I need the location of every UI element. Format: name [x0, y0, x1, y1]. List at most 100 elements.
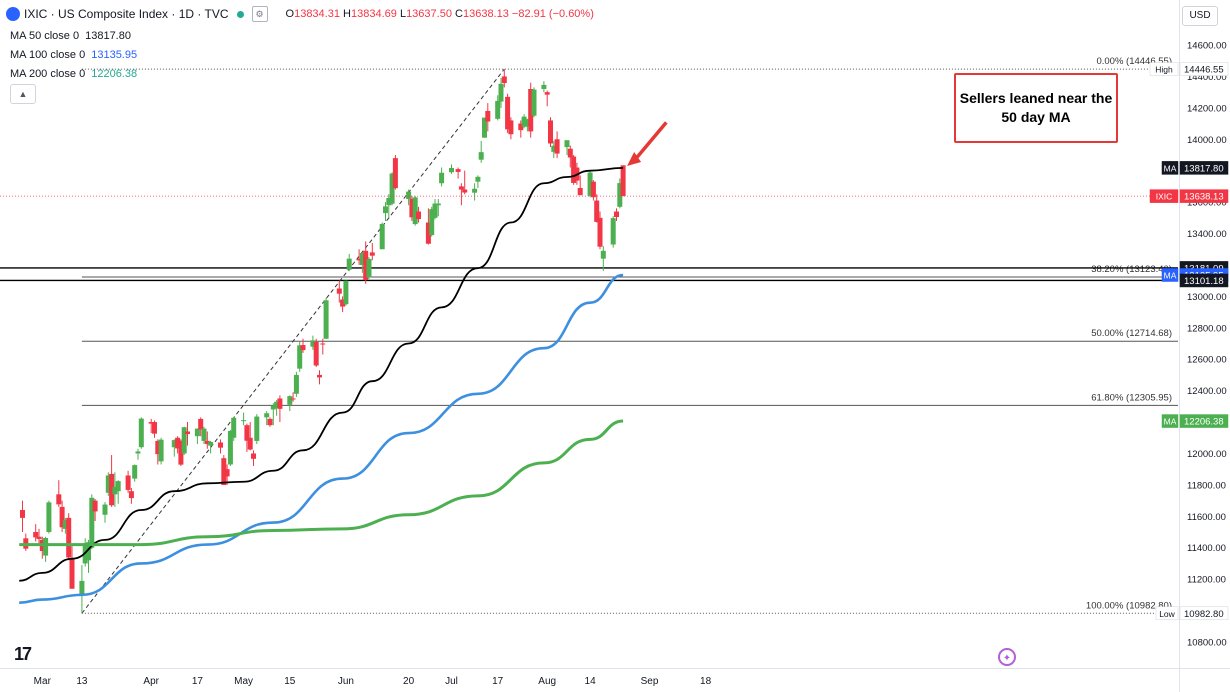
candle-down: [33, 524, 39, 542]
candle-down: [313, 338, 319, 368]
symbol-title[interactable]: IXIC · US Composite Index · 1D · TVC: [24, 7, 229, 21]
candle-up: [359, 252, 365, 273]
candle-up: [241, 412, 247, 426]
candle-body: [379, 223, 385, 250]
candle-down: [392, 154, 398, 190]
candle-body: [317, 374, 322, 378]
ma200-legend[interactable]: MA 200 close 0 12206.38: [10, 68, 138, 80]
candle-down: [66, 513, 72, 561]
candle-up: [439, 167, 445, 187]
candle-down: [218, 439, 223, 454]
price-tag-last: 13638.13 IXIC: [1149, 189, 1229, 203]
candle-up: [194, 428, 200, 445]
candle-body: [587, 172, 593, 196]
candle-body: [412, 197, 418, 225]
candle-down: [336, 280, 342, 303]
candle-down: [340, 296, 346, 313]
candle-up: [383, 202, 388, 221]
candle-body: [112, 486, 118, 495]
candle-body: [577, 187, 583, 196]
ma50-legend-value: 13817.80: [85, 30, 131, 42]
candle-up: [531, 87, 537, 118]
candle-body: [109, 473, 115, 506]
candle-up: [138, 417, 144, 449]
currency-selector[interactable]: USD: [1182, 6, 1218, 26]
candle-up: [524, 118, 530, 132]
candle-body: [274, 401, 280, 408]
candle-down: [267, 417, 273, 427]
candle-down: [300, 338, 306, 353]
candle-body: [251, 453, 256, 459]
candle-up: [600, 246, 606, 272]
candle-body: [340, 299, 346, 307]
candle-up: [181, 426, 187, 456]
candle-body: [544, 92, 550, 95]
candle-up: [208, 440, 214, 454]
price-tag-value: 12206.38: [1184, 417, 1224, 428]
candle-up: [201, 426, 207, 445]
candle-down: [369, 242, 375, 261]
settings-icon[interactable]: ⚙: [251, 6, 268, 22]
price-axis-tick-label: 14600.00: [1187, 41, 1227, 52]
candle-down: [185, 422, 190, 446]
candle-up: [587, 170, 593, 198]
candle-down: [178, 439, 184, 467]
price-axis-tick-label: 13000.00: [1187, 292, 1227, 303]
ma-line-50: [19, 166, 624, 582]
candle-body: [383, 206, 388, 214]
candle-body: [458, 186, 464, 190]
time-axis-tick-label: 17: [192, 676, 204, 687]
candle-body: [204, 440, 210, 445]
candle-up: [270, 403, 276, 426]
candle-body: [548, 120, 553, 144]
price-tag-box: [1179, 273, 1229, 288]
candle-body: [287, 396, 293, 405]
candle-body: [293, 374, 299, 394]
candle-down: [175, 436, 181, 454]
candle-body: [33, 532, 39, 538]
candle-down: [505, 93, 511, 133]
candle-body: [92, 500, 98, 512]
candle-body: [201, 428, 207, 441]
sparkle-icon[interactable]: ✦: [998, 648, 1016, 666]
candle-down: [148, 418, 154, 434]
candle-up: [346, 253, 352, 272]
price-axis-tick-label: 11600.00: [1187, 512, 1226, 523]
candle-up: [264, 411, 270, 426]
candle-body: [313, 341, 319, 366]
candle-down: [251, 450, 256, 467]
candle-down: [320, 338, 326, 355]
candle-body: [359, 253, 365, 265]
candle-body: [386, 198, 392, 206]
candle-down: [69, 546, 75, 589]
candle-body: [231, 417, 237, 438]
candle-body: [320, 343, 326, 345]
price-tag-box: [1179, 161, 1229, 175]
ma100-legend-value: 13135.95: [91, 49, 138, 61]
candle-body: [277, 398, 283, 409]
candle-up: [482, 117, 487, 138]
annotation-arrow-head: [627, 151, 642, 166]
collapse-legend-button[interactable]: ▲: [10, 84, 36, 104]
candle-up: [389, 172, 395, 206]
time-axis-tick-label: 20: [403, 676, 415, 687]
candle-body: [20, 510, 25, 518]
ma-line-100: [19, 273, 624, 605]
candle-up: [379, 222, 385, 250]
candle-body: [194, 428, 200, 437]
candle-down: [501, 69, 507, 88]
price-axis-tick-label: 11200.00: [1187, 575, 1226, 586]
price-tag-black: 13101.18: [1179, 273, 1229, 288]
candle-down: [152, 420, 157, 438]
candle-body: [425, 222, 431, 244]
price-axis-tick-label: 13600.00: [1187, 198, 1227, 209]
candle-body: [56, 494, 62, 505]
candle-down: [597, 211, 603, 250]
ma50-legend[interactable]: MA 50 close 0 13817.80: [10, 30, 131, 42]
time-axis-tick-label: 17: [492, 676, 504, 687]
time-axis-tick-label: 13: [76, 676, 88, 687]
ma100-legend[interactable]: MA 100 close 0 13135.95: [10, 49, 138, 61]
candle-up: [310, 335, 316, 350]
candle-body: [270, 405, 276, 410]
